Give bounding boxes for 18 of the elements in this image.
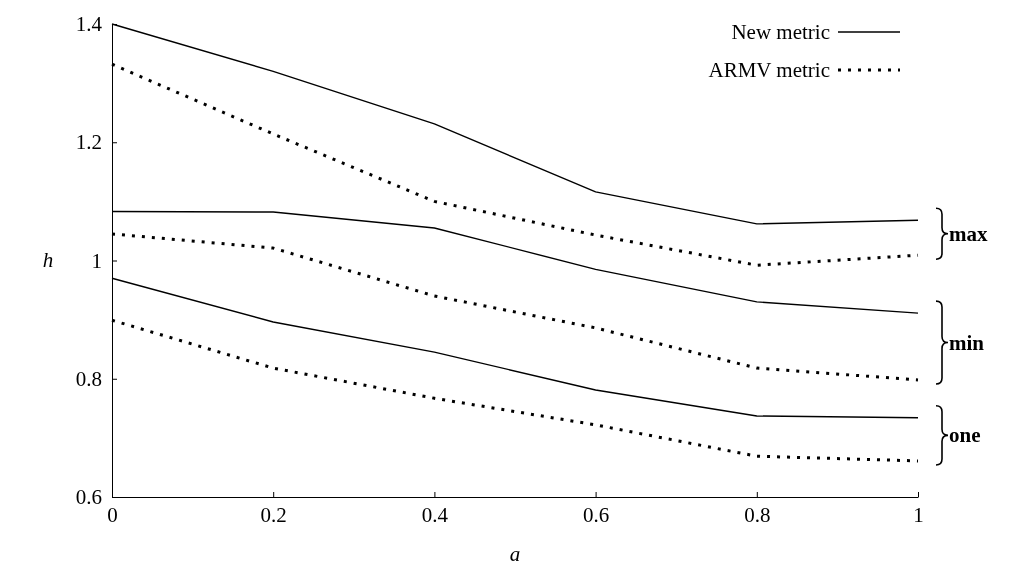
text: one bbox=[949, 423, 981, 448]
y-tick-label: 0.8 bbox=[75, 366, 102, 391]
x-tick-label: 0.2 bbox=[260, 502, 287, 527]
x-tick-label: 0 bbox=[107, 502, 118, 527]
y-tick-label: 1.2 bbox=[75, 130, 102, 155]
y-tick-label: 1 bbox=[91, 248, 102, 273]
y-axis-title: h bbox=[42, 247, 54, 272]
x-axis-title: a bbox=[509, 542, 521, 566]
y-tick-label: 0.6 bbox=[75, 485, 102, 510]
x-tick-label: 0.8 bbox=[744, 502, 771, 527]
text: max bbox=[949, 221, 988, 246]
legend-label: New metric bbox=[731, 20, 830, 44]
x-tick-label: 0.4 bbox=[421, 502, 449, 527]
text: min bbox=[949, 330, 985, 355]
x-tick-label: 0.6 bbox=[582, 502, 610, 527]
y-tick-label: 1.4 bbox=[75, 12, 103, 37]
x-tick-label: 1 bbox=[913, 502, 924, 527]
legend-label: ARMV metric bbox=[708, 58, 830, 82]
